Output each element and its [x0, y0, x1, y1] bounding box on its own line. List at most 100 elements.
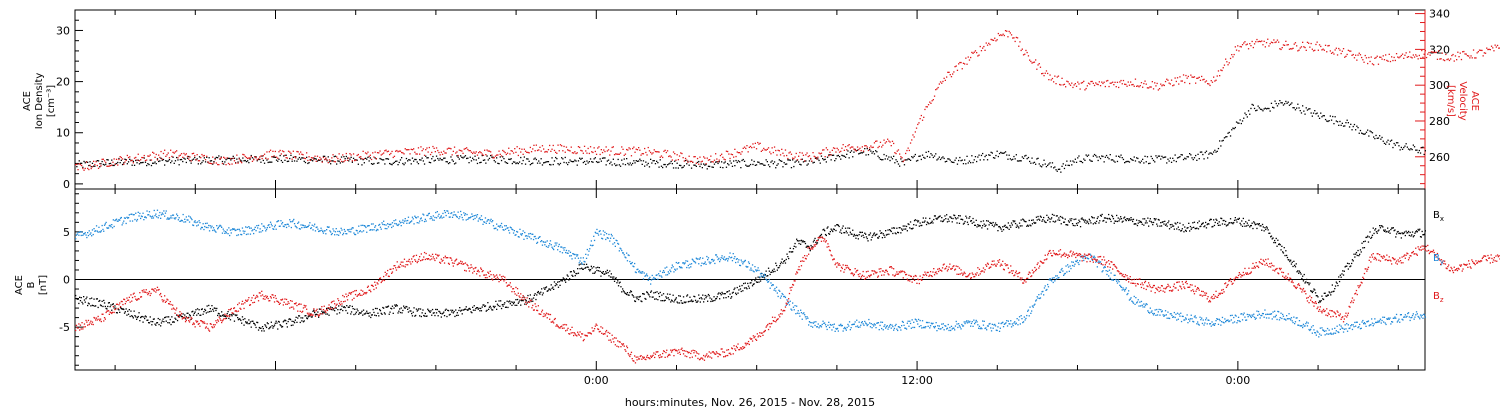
data-point [162, 158, 165, 161]
data-point [293, 160, 296, 162]
data-point [824, 233, 827, 236]
data-point [286, 160, 288, 163]
data-point [1132, 218, 1135, 220]
data-point [565, 249, 568, 252]
data-point [564, 247, 566, 249]
data-point [358, 230, 361, 233]
data-point [1116, 81, 1119, 83]
data-point [642, 278, 645, 280]
data-point [230, 314, 232, 316]
data-point [144, 161, 147, 163]
data-point [600, 160, 602, 162]
data-point [1336, 121, 1339, 123]
data-point [1276, 39, 1279, 41]
data-point [996, 39, 998, 41]
data-point [619, 165, 622, 167]
data-point [182, 313, 184, 315]
data-point [1154, 219, 1156, 221]
data-point [153, 318, 155, 320]
data-point [1468, 55, 1470, 57]
data-point [556, 242, 558, 244]
data-point [947, 71, 949, 73]
data-point [935, 89, 937, 91]
data-point [1290, 48, 1292, 50]
data-point [104, 223, 106, 225]
data-point [1108, 158, 1110, 160]
data-point [425, 315, 427, 317]
data-point [114, 305, 116, 307]
data-point [338, 153, 340, 155]
data-point [758, 281, 760, 283]
data-point [328, 314, 330, 316]
data-point [515, 234, 517, 236]
data-point [340, 227, 342, 229]
data-point [1139, 162, 1141, 164]
data-point [457, 156, 459, 158]
data-point [156, 159, 159, 161]
data-point [577, 254, 579, 256]
data-point [1033, 61, 1036, 63]
data-point [949, 74, 951, 76]
data-point [351, 227, 353, 229]
data-point [1120, 218, 1123, 220]
data-point [1072, 224, 1074, 227]
data-point [1275, 102, 1277, 105]
data-point [749, 163, 752, 166]
data-point [1405, 143, 1407, 145]
data-point [1387, 139, 1389, 141]
data-point [1330, 52, 1333, 54]
data-point [1379, 227, 1382, 229]
data-point [546, 240, 548, 242]
data-point [433, 160, 435, 162]
data-point [185, 153, 187, 155]
data-point [1039, 215, 1042, 217]
data-point [723, 158, 725, 160]
data-point [160, 322, 163, 324]
data-point [875, 150, 877, 152]
data-point [461, 150, 463, 152]
data-point [77, 231, 79, 234]
data-point [282, 321, 284, 323]
data-point [106, 227, 108, 229]
data-point [300, 151, 302, 153]
data-point [1287, 44, 1289, 46]
data-point [1140, 160, 1143, 162]
data-point [1355, 251, 1358, 254]
data-point [1130, 81, 1132, 83]
data-point [1121, 157, 1123, 159]
data-point [1032, 162, 1034, 164]
data-point [137, 159, 139, 161]
data-point [666, 297, 668, 299]
data-point [407, 160, 409, 162]
data-point [150, 159, 153, 161]
data-point [404, 162, 406, 164]
data-point [881, 146, 883, 148]
data-point [540, 158, 542, 160]
data-point [1201, 222, 1204, 225]
data-point [1089, 220, 1091, 222]
data-point [280, 325, 282, 327]
data-point [1326, 120, 1328, 122]
data-point [1405, 230, 1407, 232]
data-point [1328, 291, 1330, 293]
data-point [664, 267, 666, 269]
data-point [964, 159, 966, 161]
data-point [117, 164, 119, 166]
data-point [982, 152, 984, 155]
data-point [207, 161, 209, 163]
data-point [277, 328, 279, 330]
data-point [919, 118, 921, 120]
data-point [735, 159, 737, 162]
data-point [131, 220, 134, 222]
data-point [882, 233, 884, 235]
data-point [312, 157, 314, 159]
data-point [553, 245, 556, 247]
data-point [1453, 60, 1455, 62]
data-point [1142, 218, 1144, 220]
data-point [416, 310, 418, 312]
data-point [967, 223, 969, 226]
data-point [589, 269, 592, 271]
data-point [696, 301, 698, 303]
data-point [99, 299, 101, 302]
data-point [1026, 158, 1028, 160]
